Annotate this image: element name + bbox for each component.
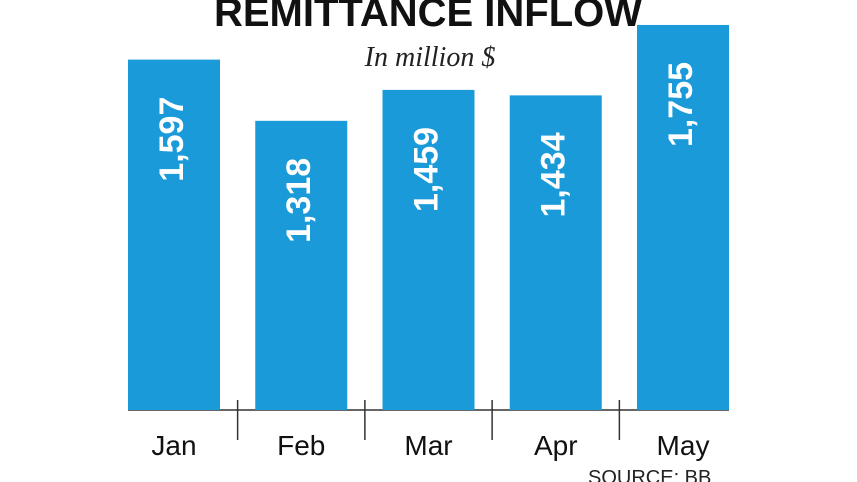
chart-title: REMITTANCE INFLOW [214,0,642,35]
x-tick-label: Jan [151,430,196,461]
chart-subtitle: In million $ [364,42,496,73]
bar [509,95,602,410]
bar [637,24,729,410]
value-label: 1,459 [407,127,445,212]
x-tick-label: May [657,430,710,461]
value-label: 1,434 [535,132,573,217]
source: SOURCE: BB [588,467,711,482]
x-tick-label: Apr [534,430,578,461]
x-tick-label: Feb [277,430,325,461]
bar [382,89,475,411]
value-label: 1,597 [153,97,191,182]
x-tick-label: Mar [404,430,452,461]
value-label: 1,755 [662,62,700,147]
bar [128,59,220,411]
value-label: 1,318 [280,158,318,243]
bar [255,120,348,410]
